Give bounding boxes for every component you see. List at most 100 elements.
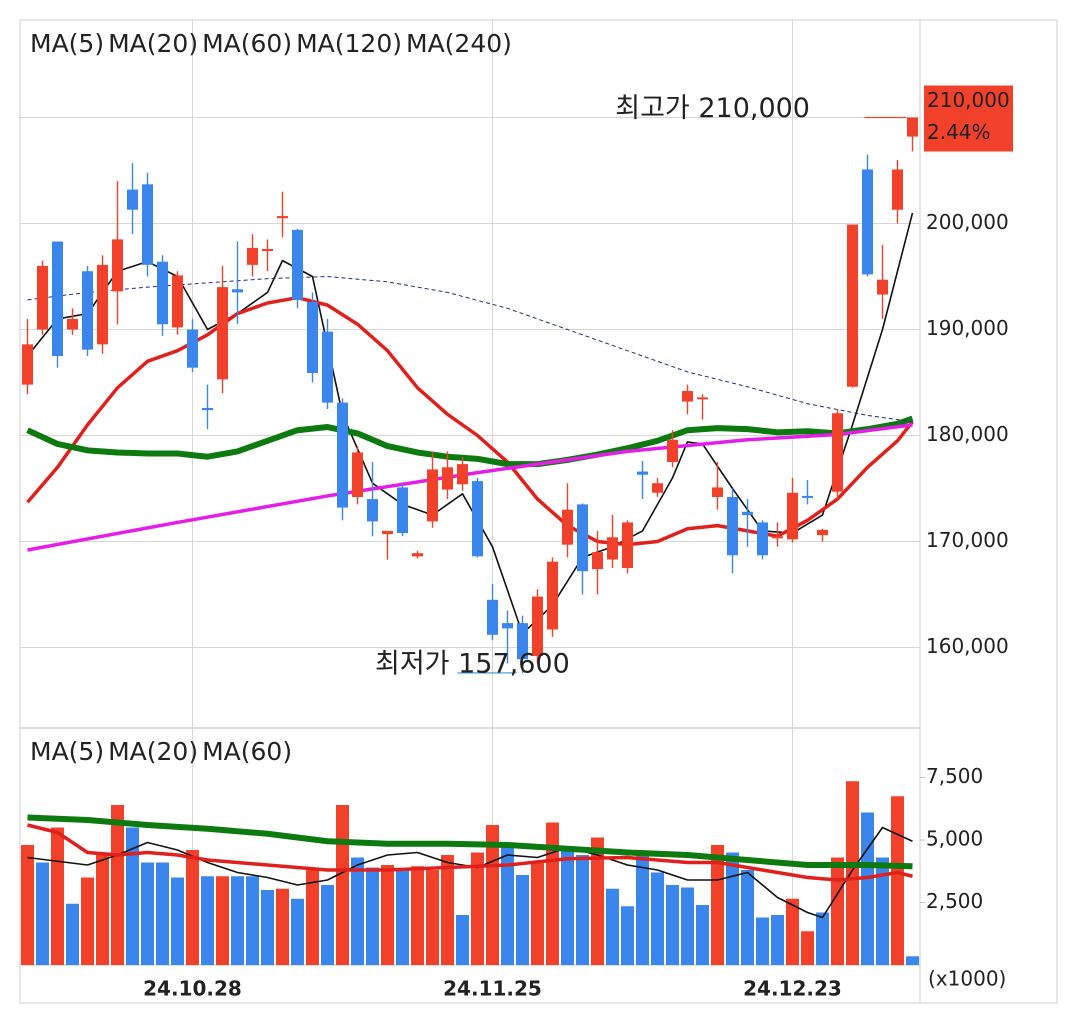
volume-bar [381,865,394,965]
candle-body [652,483,663,493]
volume-bar [621,906,634,965]
candle-body [112,239,123,292]
volume-bar [786,898,799,965]
legend-entry: MA(5) [30,29,104,58]
candle-body [742,511,753,516]
volume-bar [471,852,484,965]
volume-bar [726,852,739,965]
y-tick-label: 170,000 [926,528,1009,552]
volume-bar [51,827,64,965]
candle-body [427,469,438,522]
candle-body [727,496,738,556]
annotation: 최고가 210,000 [615,93,810,124]
candle-body [892,169,903,210]
volume-bar [816,912,829,965]
volume-bar [336,805,349,965]
legend-entry: MA(20) [108,29,198,58]
volume-bar [81,877,94,965]
candle-body [262,248,273,252]
candle-body [787,492,798,540]
volume-bar [21,845,34,965]
volume-bar [36,862,49,965]
volume-bar [426,870,439,965]
volume-bar [801,931,814,965]
volume-bar [66,903,79,965]
volume-bar [846,781,859,965]
volume-bar [231,876,244,965]
volume-bar [411,866,424,965]
legend-entry: MA(5) [30,737,104,766]
candle-body [667,439,678,463]
candle-body [592,552,603,570]
legend-entry: MA(240) [406,29,512,58]
candle-body [82,271,93,350]
volume-bar [606,888,619,965]
candle-body [517,623,528,660]
candle-body [247,247,258,265]
candle-body [22,344,33,385]
volume-bar [756,917,769,965]
last-price: 210,000 [927,88,1010,112]
volume-bar [591,837,604,965]
candle-body [127,189,138,210]
volume-bar [651,872,664,965]
candle-body [172,275,183,328]
candle-body [487,599,498,635]
volume-bar [441,855,454,965]
volume-bar [156,862,169,965]
volume-bar [111,805,124,965]
volume-bar [546,822,559,965]
candle-body [457,464,468,485]
candle-body [232,289,243,293]
candle-body [187,329,198,368]
volume-bar [216,876,229,965]
candle-body [67,318,78,330]
y-tick-label: 2,500 [926,889,983,913]
volume-bar [396,870,409,965]
candle-body [622,522,633,569]
candle-body [562,509,573,545]
ma-line [26,415,914,468]
candle-body [157,261,168,325]
candle-body [412,553,423,557]
volume-bar [531,862,544,965]
volume-bar [246,876,259,965]
candle-body [217,287,228,380]
candle-body [862,169,873,275]
candle-body [607,537,618,560]
candle-body [697,397,708,400]
volume-bar [696,905,709,965]
volume-bar [636,855,649,965]
candle-body [757,522,768,556]
candle-body [352,452,363,497]
volume-bar [141,862,154,965]
volume-bar [126,827,139,965]
annotation: 최저가 157,600 [375,648,570,679]
volume-bar [741,870,754,965]
volume-bar [306,867,319,965]
candle-body [547,561,558,630]
ma-line [27,823,913,882]
candle-body [382,530,393,535]
volume-bar [291,898,304,965]
x-tick-label: 24.10.28 [143,977,242,1001]
legend-entry: MA(20) [108,737,198,766]
price-box [924,85,1013,152]
ma-line [27,423,913,552]
candle-body [367,499,378,522]
volume-bar [321,885,334,965]
y-tick-label: 190,000 [926,316,1009,340]
volume-bar [771,915,784,965]
candle-body [37,265,48,330]
candle-body [532,596,543,656]
volume-bar [96,855,109,965]
candle-body [142,184,153,265]
ma-line [27,814,913,870]
y-tick-label: 200,000 [926,210,1009,234]
volume-bar [891,796,904,965]
x-tick-label: 24.11.25 [443,977,542,1001]
volume-bar [831,857,844,965]
candle-body [802,495,813,498]
legend-entry: MA(120) [296,29,402,58]
volume-bar [711,845,724,965]
